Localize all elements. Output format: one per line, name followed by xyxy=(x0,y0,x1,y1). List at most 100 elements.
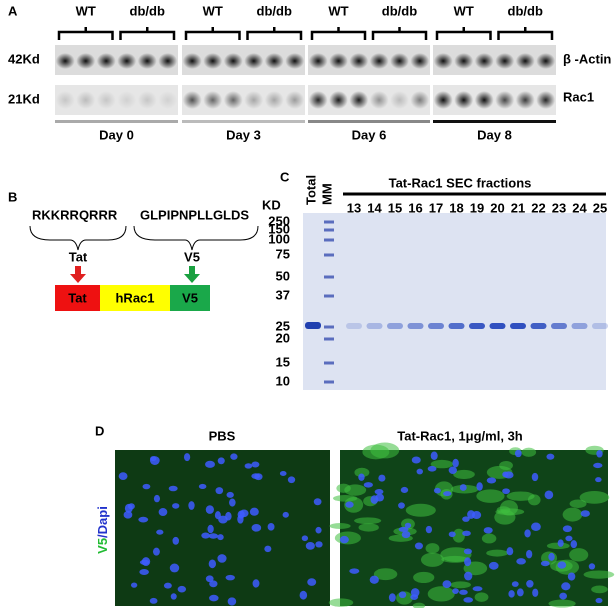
nucleus xyxy=(172,503,180,509)
nucleus xyxy=(124,503,133,513)
nucleus xyxy=(374,489,384,495)
day-label: Day 0 xyxy=(99,127,134,142)
nucleus xyxy=(442,580,452,589)
fraction-band xyxy=(489,323,506,329)
nucleus xyxy=(227,597,237,606)
group-label: db/db xyxy=(508,3,543,18)
nucleus xyxy=(502,488,510,495)
fraction-band xyxy=(428,323,444,329)
nucleus xyxy=(557,561,567,569)
micrograph xyxy=(328,442,615,609)
micrograph xyxy=(115,450,330,606)
nucleus xyxy=(198,483,207,490)
nucleus xyxy=(177,585,187,593)
protein-label: β -Actin xyxy=(563,51,611,66)
v5-cell xyxy=(329,522,351,530)
nucleus xyxy=(425,525,433,534)
fraction-band xyxy=(592,323,608,329)
marker-label: 10 xyxy=(276,373,290,388)
unit-label: KD xyxy=(262,197,281,212)
ladder-band xyxy=(324,220,334,224)
nucleus xyxy=(209,580,218,588)
group-label: WT xyxy=(328,3,348,18)
nucleus xyxy=(464,571,473,581)
day-bar xyxy=(55,120,178,123)
nucleus xyxy=(170,593,177,600)
marker-label: 15 xyxy=(276,354,290,369)
nucleus xyxy=(462,516,470,522)
v5-cell xyxy=(548,599,576,608)
fraction-band xyxy=(510,323,526,329)
gel-title: Tat-Rac1 SEC fractions xyxy=(389,175,532,190)
nucleus xyxy=(414,542,424,550)
blot xyxy=(433,45,556,75)
nucleus xyxy=(315,541,323,548)
fraction-label: 22 xyxy=(531,200,545,215)
nucleus xyxy=(264,545,272,553)
marker-label: 250 xyxy=(268,213,290,228)
v5-cell xyxy=(476,489,505,503)
v5-cell xyxy=(358,523,379,532)
blot xyxy=(55,85,178,115)
nucleus xyxy=(472,586,483,592)
construct-label: Tat xyxy=(68,290,87,305)
nucleus xyxy=(215,487,224,495)
nucleus xyxy=(139,568,149,576)
fraction-label: 14 xyxy=(367,200,382,215)
v5-cell xyxy=(569,499,587,508)
nucleus xyxy=(188,501,195,510)
fraction-label: 21 xyxy=(511,200,525,215)
nucleus xyxy=(561,582,571,591)
nucleus xyxy=(463,597,474,603)
nucleus xyxy=(398,526,409,532)
fraction-label: 16 xyxy=(408,200,422,215)
nucleus xyxy=(596,449,603,458)
nucleus xyxy=(358,473,365,481)
band xyxy=(454,53,474,69)
brace xyxy=(133,225,259,251)
band xyxy=(285,91,305,109)
band xyxy=(495,53,515,69)
ladder-band xyxy=(324,337,334,341)
nucleus xyxy=(404,522,412,529)
group-label: db/db xyxy=(257,3,292,18)
nucleus xyxy=(511,581,519,587)
nucleus xyxy=(588,563,596,570)
nucleus xyxy=(580,510,590,517)
nucleus xyxy=(150,456,157,462)
v5-cell xyxy=(495,508,525,516)
band xyxy=(158,53,178,69)
band xyxy=(536,91,556,109)
nucleus xyxy=(531,522,541,532)
v5-cell xyxy=(333,495,358,502)
nucleus xyxy=(363,482,373,488)
v5-cell xyxy=(481,533,497,544)
fraction-band xyxy=(366,323,383,329)
band xyxy=(117,91,137,109)
v5-cell xyxy=(354,517,382,525)
blot xyxy=(182,85,305,115)
nucleus xyxy=(152,547,160,556)
nucleus xyxy=(516,558,526,565)
nucleus xyxy=(524,529,531,538)
nucleus xyxy=(595,477,602,483)
nucleus xyxy=(138,516,149,523)
nucleus xyxy=(427,465,437,472)
arrow xyxy=(70,266,86,283)
band xyxy=(117,53,137,69)
band xyxy=(244,53,264,69)
nucleus xyxy=(217,457,225,465)
nucleus xyxy=(142,483,151,490)
nucleus xyxy=(209,594,219,602)
band xyxy=(96,53,116,69)
nucleus xyxy=(483,527,493,534)
band xyxy=(96,91,116,109)
nucleus xyxy=(502,471,509,478)
nucleus xyxy=(388,593,396,602)
v5-cell xyxy=(452,528,465,543)
nucleus xyxy=(452,458,459,468)
fraction-label: 15 xyxy=(388,200,402,215)
band xyxy=(223,91,243,109)
nucleus xyxy=(463,548,472,555)
lane-label: MM xyxy=(319,183,334,205)
